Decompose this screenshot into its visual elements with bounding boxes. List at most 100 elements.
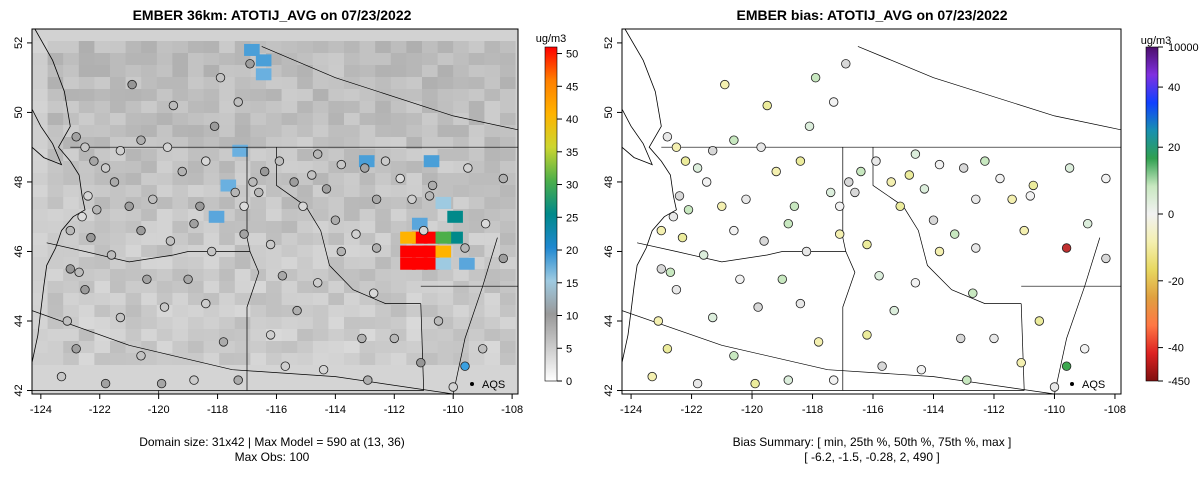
station-point bbox=[783, 375, 794, 385]
heatmap-cell bbox=[515, 317, 519, 330]
heatmap-cell bbox=[515, 269, 519, 282]
heatmap-cell bbox=[328, 317, 345, 330]
heatmap-cell bbox=[390, 209, 407, 222]
heatmap-cell bbox=[250, 113, 267, 126]
heatmap-cell bbox=[141, 365, 158, 378]
heatmap-cell bbox=[32, 281, 49, 294]
heatmap-cell bbox=[359, 365, 376, 378]
station-point bbox=[100, 378, 111, 389]
station-point bbox=[156, 378, 167, 389]
heatmap-cell bbox=[390, 377, 407, 390]
heatmap-cell bbox=[141, 341, 158, 354]
heatmap-cell bbox=[297, 29, 314, 42]
heatmap-cell bbox=[63, 389, 80, 395]
heatmap-cell bbox=[375, 377, 392, 390]
heatmap-cell bbox=[375, 185, 392, 198]
heatmap-cell bbox=[468, 317, 485, 330]
heatmap-cell bbox=[500, 185, 517, 198]
station-point bbox=[835, 229, 845, 239]
station-point bbox=[313, 149, 323, 159]
heatmap-cell bbox=[390, 305, 407, 318]
heatmap-cell bbox=[172, 305, 189, 318]
heatmap-cell bbox=[47, 221, 64, 234]
heatmap-cell bbox=[234, 389, 251, 395]
heatmap-cell bbox=[188, 161, 205, 174]
station-point bbox=[480, 218, 491, 229]
heatmap-cell bbox=[203, 185, 220, 198]
heatmap-cell bbox=[125, 113, 142, 126]
heatmap-cell bbox=[359, 221, 376, 234]
heatmap-cell bbox=[484, 245, 501, 258]
heatmap-cell bbox=[281, 257, 298, 270]
heatmap-cell bbox=[141, 53, 158, 66]
heatmap-cell bbox=[453, 65, 470, 78]
heatmap-cell bbox=[250, 377, 267, 390]
heatmap-cell bbox=[406, 389, 423, 395]
heatmap-cell bbox=[297, 101, 314, 114]
station-point bbox=[321, 184, 332, 194]
heatmap-cell bbox=[281, 65, 298, 78]
heatmap-cell bbox=[344, 125, 361, 138]
heatmap-cell bbox=[453, 125, 470, 138]
heatmap-cell bbox=[406, 317, 423, 330]
station-point bbox=[934, 159, 945, 170]
heatmap-cell bbox=[125, 341, 142, 354]
heatmap-cell bbox=[515, 377, 519, 390]
heatmap-cell bbox=[390, 101, 407, 114]
station-point bbox=[708, 145, 718, 156]
x-tick-label: -108 bbox=[1104, 404, 1126, 416]
state-boundary bbox=[622, 310, 1055, 394]
heatmap-cell bbox=[468, 293, 485, 306]
heatmap-cell bbox=[437, 149, 454, 162]
station-point bbox=[717, 201, 727, 212]
heatmap-cell bbox=[188, 233, 205, 246]
heatmap-cell bbox=[297, 329, 314, 342]
heatmap-cell bbox=[312, 353, 329, 366]
heatmap-cell bbox=[281, 389, 298, 395]
heatmap-cell bbox=[281, 77, 298, 90]
heatmap-cell bbox=[266, 341, 283, 354]
heatmap-cell bbox=[484, 365, 501, 378]
heatmap-cell bbox=[484, 29, 501, 42]
heatmap-cell bbox=[156, 245, 173, 258]
y-tick-label: 52 bbox=[603, 37, 615, 49]
heatmap-cell bbox=[390, 29, 407, 42]
station-point bbox=[1049, 382, 1060, 392]
heatmap-cell bbox=[219, 29, 236, 42]
x-tick-label: -118 bbox=[207, 404, 228, 416]
heatmap-cell bbox=[484, 197, 501, 210]
heatmap-cell bbox=[390, 353, 407, 366]
heatmap-cell bbox=[344, 377, 361, 390]
heatmap-cell bbox=[406, 185, 423, 198]
station-point bbox=[1064, 163, 1075, 173]
station-point bbox=[360, 163, 370, 173]
heatmap-cell bbox=[32, 305, 49, 318]
heatmap-cell bbox=[437, 29, 454, 42]
right-colorbar bbox=[1145, 46, 1159, 382]
heatmap-cell bbox=[468, 161, 485, 174]
heatmap-cell bbox=[63, 233, 80, 246]
heatmap-cell bbox=[359, 173, 376, 186]
heatmap-cell bbox=[141, 257, 158, 270]
station-point bbox=[874, 271, 884, 281]
station-point bbox=[371, 243, 382, 253]
heatmap-cell bbox=[47, 89, 64, 102]
left-aqs-marker bbox=[470, 382, 474, 386]
heatmap-cell bbox=[390, 113, 407, 126]
colorbar-tick-label: 35 bbox=[566, 147, 578, 159]
heatmap-cell bbox=[422, 77, 439, 90]
heatmap-cell bbox=[375, 329, 392, 342]
heatmap-cell bbox=[453, 173, 470, 186]
heatmap-cell bbox=[172, 221, 189, 234]
heatmap-cell bbox=[453, 113, 470, 126]
station-point bbox=[783, 218, 794, 229]
station-point bbox=[662, 344, 673, 354]
heatmap-cell bbox=[250, 281, 267, 294]
heatmap-cell bbox=[219, 89, 236, 102]
left-caption-line1: Domain size: 31x42 | Max Model = 590 at … bbox=[139, 435, 405, 449]
heatmap-cell bbox=[78, 101, 95, 114]
heatmap-cell bbox=[219, 353, 236, 366]
colorbar-tick-label: 10000 bbox=[1168, 42, 1199, 54]
heatmap-cell bbox=[125, 209, 142, 222]
heatmap-cell bbox=[125, 89, 142, 102]
